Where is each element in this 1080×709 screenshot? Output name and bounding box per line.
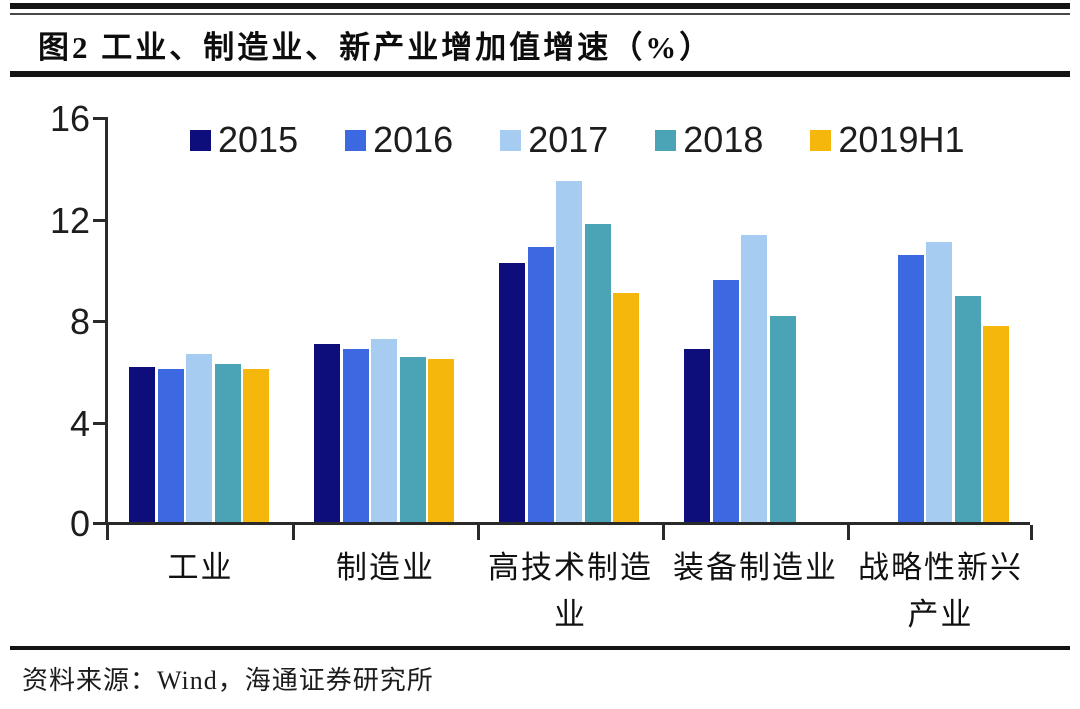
bar-2017-高技术制造业 — [556, 181, 582, 522]
x-tick — [106, 525, 109, 540]
legend-label: 2019H1 — [838, 119, 965, 160]
top-rule-thick — [10, 3, 1070, 9]
figure-title: 图2 工业、制造业、新产业增加值增速（%） — [38, 30, 714, 65]
legend: 2015 2016 2017 2018 2019H1 — [190, 119, 964, 161]
category-line: 装备制造业 — [673, 550, 838, 585]
bar-2017-战略性新兴产业 — [926, 242, 952, 522]
top-rule-thin — [10, 13, 1070, 15]
plot-area: 16 12 8 4 0 工业 制造业 高技术制造 业 装备制造业 战略性新兴 — [50, 98, 1033, 632]
legend-swatch-2019h1 — [810, 129, 832, 151]
category-line: 制造业 — [336, 550, 435, 585]
bar-2016-工业 — [157, 369, 184, 522]
bar-2019H1-高技术制造业 — [613, 293, 639, 522]
legend-label: 2018 — [683, 119, 764, 160]
bar-2018-战略性新兴产业 — [954, 296, 981, 522]
y-axis-label: 8 — [69, 301, 90, 342]
legend-label: 2017 — [528, 119, 609, 160]
legend-item-2019h1: 2019H1 — [810, 119, 964, 161]
bar-2017-装备制造业 — [741, 235, 767, 522]
y-axis-label: 16 — [49, 98, 90, 139]
x-axis-category-strategic: 战略性新兴 产业 — [848, 544, 1033, 638]
bar-2018-制造业 — [399, 357, 426, 522]
bar-2017-制造业 — [371, 339, 397, 522]
bar-2019H1-制造业 — [428, 359, 454, 522]
footer-rule — [10, 646, 1070, 650]
legend-item-2016: 2016 — [345, 119, 453, 161]
bar-2016-战略性新兴产业 — [897, 255, 924, 522]
bar-2016-制造业 — [342, 349, 369, 522]
bar-2015-装备制造业 — [684, 349, 710, 522]
y-axis-label: 0 — [69, 503, 90, 544]
bar-2019H1-工业 — [243, 369, 269, 522]
bar-2016-装备制造业 — [712, 280, 739, 522]
category-line: 工业 — [167, 550, 234, 585]
legend-label: 2016 — [373, 119, 454, 160]
legend-swatch-2018 — [655, 129, 677, 151]
y-tick — [93, 422, 108, 425]
legend-item-2017: 2017 — [500, 119, 608, 161]
y-tick — [93, 522, 108, 525]
x-axis-category-industry: 工业 — [108, 544, 293, 591]
x-axis-category-hightech: 高技术制造 业 — [478, 544, 663, 638]
bar-2019H1-战略性新兴产业 — [983, 326, 1009, 522]
x-tick — [477, 525, 480, 540]
bar-2018-工业 — [214, 364, 241, 522]
category-line: 战略性新兴 — [858, 550, 1023, 585]
bar-2015-工业 — [129, 367, 155, 522]
y-axis-label: 12 — [49, 200, 90, 241]
x-tick — [292, 525, 295, 540]
legend-item-2018: 2018 — [655, 119, 763, 161]
y-axis-label: 4 — [69, 403, 90, 444]
y-tick — [93, 219, 108, 222]
bar-2015-高技术制造业 — [499, 263, 525, 522]
x-tick — [847, 525, 850, 540]
y-tick — [93, 117, 108, 120]
source-note: 资料来源：Wind，海通证券研究所 — [22, 666, 434, 695]
y-tick — [93, 320, 108, 323]
x-tick — [662, 525, 665, 540]
category-line: 业 — [554, 597, 587, 632]
bar-2018-高技术制造业 — [584, 224, 611, 522]
bar-2016-高技术制造业 — [527, 247, 554, 522]
legend-swatch-2015 — [190, 129, 211, 151]
title-divider-rule — [10, 71, 1070, 77]
legend-item-2015: 2015 — [190, 119, 298, 161]
x-axis-category-manufacturing: 制造业 — [293, 544, 478, 591]
bar-2018-装备制造业 — [769, 316, 796, 522]
category-line: 高技术制造 — [488, 550, 653, 585]
legend-label: 2015 — [218, 119, 299, 160]
category-line: 产业 — [907, 597, 974, 632]
bar-2015-制造业 — [314, 344, 340, 522]
x-tick — [1030, 525, 1033, 540]
legend-swatch-2016 — [345, 129, 367, 151]
x-axis-category-equipment: 装备制造业 — [663, 544, 848, 591]
legend-swatch-2017 — [500, 129, 522, 151]
bar-2017-工业 — [186, 354, 212, 522]
